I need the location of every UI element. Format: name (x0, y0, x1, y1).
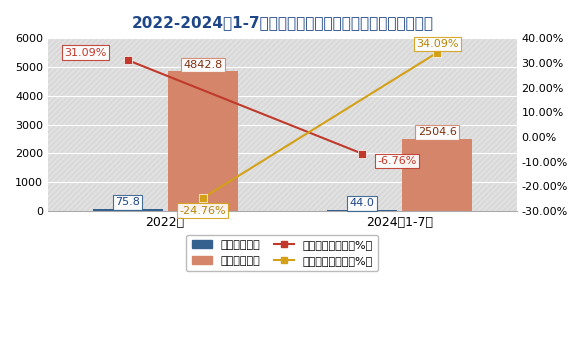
Title: 2022-2024年1-7月我国四氧化三钴进出口量及同比增长情况: 2022-2024年1-7月我国四氧化三钴进出口量及同比增长情况 (131, 15, 433, 30)
Bar (402, 139, 472, 211)
Text: 34.09%: 34.09% (416, 39, 458, 49)
Legend: 进口量（吨）, 出口量（吨）, 进口量同比增长（%）, 出口量同比增长（%）: 进口量（吨）, 出口量（吨）, 进口量同比增长（%）, 出口量同比增长（%） (186, 234, 378, 271)
Text: 2504.6: 2504.6 (417, 127, 456, 138)
Bar (327, 210, 397, 211)
Bar (93, 209, 163, 211)
Text: 4842.8: 4842.8 (183, 60, 222, 70)
Text: 44.0: 44.0 (350, 198, 374, 208)
Text: -24.76%: -24.76% (180, 205, 226, 216)
Text: 75.8: 75.8 (115, 197, 140, 207)
Bar (167, 72, 238, 211)
Text: -6.76%: -6.76% (378, 156, 417, 166)
Text: 31.09%: 31.09% (64, 48, 107, 58)
